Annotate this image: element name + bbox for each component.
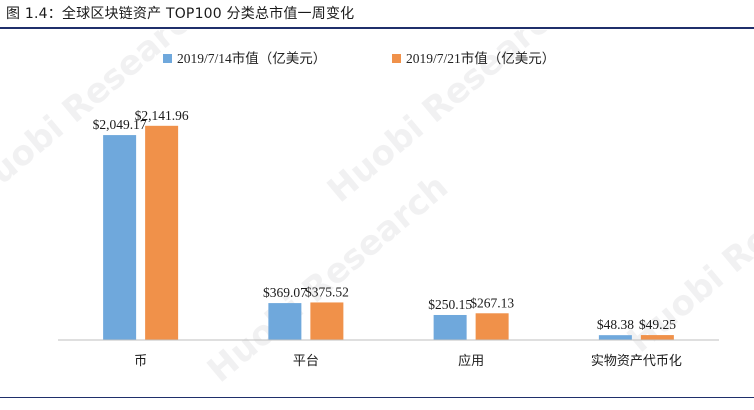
legend-label-series-1: 2019/7/14市值（亿美元） [177, 50, 326, 66]
bar-series-2-2 [475, 313, 509, 340]
bar-series-2-0 [145, 125, 179, 340]
data-label-series-2-3: $49.25 [639, 317, 676, 332]
data-label-series-2-1: $375.52 [305, 284, 349, 299]
data-label-series-1-2: $250.15 [428, 297, 472, 312]
bar-series-2-3 [640, 335, 674, 340]
bottom-rule [0, 397, 754, 398]
data-label-series-2-0: $2,141.96 [135, 108, 189, 123]
category-label-1: 平台 [293, 354, 319, 369]
legend-swatch-series-1 [163, 54, 172, 63]
category-label-2: 应用 [458, 353, 484, 369]
value-labels: $2,049.17$2,141.96$369.07$375.52$250.15$… [93, 108, 677, 332]
bar-series-1-2 [433, 314, 467, 340]
bar-series-2-1 [310, 302, 344, 340]
data-label-series-1-0: $2,049.17 [93, 117, 147, 132]
bar-series-1-1 [268, 303, 302, 340]
data-label-series-2-2: $267.13 [470, 295, 514, 310]
category-label-3: 实物资产代币化 [591, 354, 682, 369]
category-labels: 币 平台 应用 实物资产代币化 [134, 353, 682, 369]
data-label-series-1-3: $48.38 [597, 317, 634, 332]
legend-label-series-2: 2019/7/21市值（亿美元） [406, 50, 555, 66]
figure-title: 图 1.4：全球区块链资产 TOP100 分类总市值一周变化 [6, 6, 355, 22]
bar-group [103, 125, 674, 340]
data-label-series-1-1: $369.07 [263, 285, 307, 300]
bar-series-1-0 [103, 135, 137, 340]
legend-swatch-series-2 [392, 54, 401, 63]
bar-series-1-3 [598, 335, 632, 340]
category-label-0: 币 [134, 354, 147, 369]
title-rule [0, 27, 754, 29]
chart-legend: 2019/7/14市值（亿美元） 2019/7/21市值（亿美元） [163, 50, 555, 66]
